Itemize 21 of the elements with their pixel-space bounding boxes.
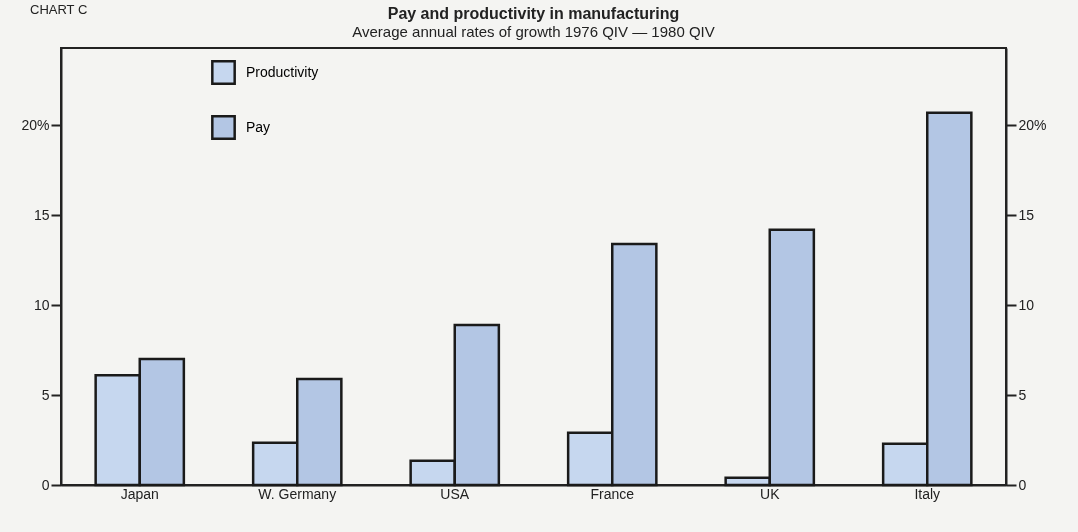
x-tick-label: Italy <box>914 485 941 502</box>
y-tick-label: 10 <box>33 296 50 313</box>
legend-label: Pay <box>246 118 271 135</box>
y-tick-label: 15 <box>33 206 50 223</box>
x-tick-label: USA <box>440 485 470 502</box>
y2-tick-label: 15 <box>1018 206 1035 223</box>
chart-title: Pay and productivity in manufacturing <box>387 5 680 22</box>
chart-subtitle: Average annual rates of growth 1976 QIV — 1980 QIV <box>352 23 715 40</box>
text: CHART C <box>30 2 88 17</box>
x-tick-label: Japan <box>120 485 159 502</box>
y-tick-label: 5 <box>41 386 50 403</box>
y2-tick-label: 10 <box>1018 296 1035 313</box>
x-tick-label: UK <box>760 485 781 502</box>
y-tick-label: 20% <box>21 116 50 133</box>
y2-tick-label: 20% <box>1018 116 1047 133</box>
y2-tick-label: 0 <box>1018 476 1027 493</box>
y-tick-label: 0 <box>41 476 50 493</box>
x-tick-label: France <box>590 485 635 502</box>
x-tick-label: W. Germany <box>258 485 337 502</box>
legend-label: Productivity <box>246 63 319 80</box>
y2-tick-label: 5 <box>1018 386 1027 403</box>
